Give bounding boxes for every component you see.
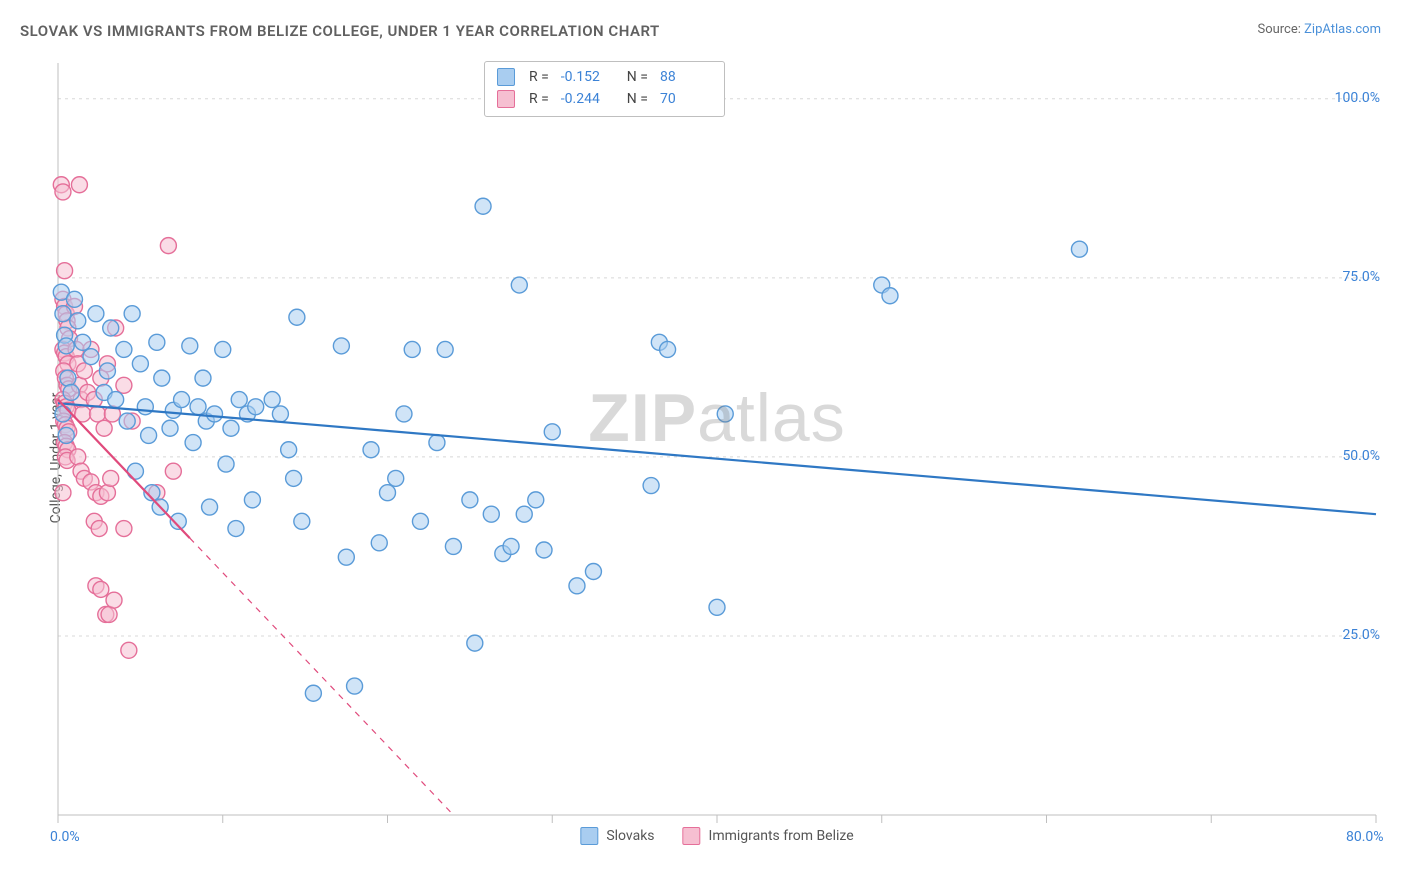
y-tick-label: 50.0% [1342,448,1380,464]
stat-n-label: N = [627,69,648,85]
stat-n-label: N = [627,91,648,107]
y-tick-label: 25.0% [1342,627,1380,643]
y-tick-label: 75.0% [1342,269,1380,285]
stats-legend-box: R = -0.152 N = 88 R = -0.244 N = 70 [484,61,725,117]
source-attribution: Source: ZipAtlas.com [1257,22,1381,37]
stats-row-belize: R = -0.244 N = 70 [497,88,712,110]
stat-r-label: R = [529,91,549,107]
source-prefix: Source: [1257,22,1304,37]
bottom-legend: Slovaks Immigrants from Belize [580,827,853,845]
legend-swatch-slovaks [580,827,598,845]
x-tick-label: 80.0% [1346,829,1384,845]
stat-n-value-slovaks: 88 [660,69,712,85]
stat-r-value-slovaks: -0.152 [561,69,613,85]
legend-label-slovaks: Slovaks [606,828,654,844]
y-tick-label: 100.0% [1335,90,1380,106]
x-tick-label: 0.0% [50,829,80,845]
swatch-slovaks [497,68,515,86]
chart-title: SLOVAK VS IMMIGRANTS FROM BELIZE COLLEGE… [20,22,660,40]
chart-area: College, Under 1 year ZIPatlas R = -0.15… [48,55,1386,845]
swatch-belize [497,90,515,108]
legend-swatch-belize [683,827,701,845]
stat-n-value-belize: 70 [660,91,712,107]
scatter-plot [48,55,1386,845]
stats-row-slovaks: R = -0.152 N = 88 [497,66,712,88]
legend-item-belize: Immigrants from Belize [683,827,854,845]
stat-r-label: R = [529,69,549,85]
stat-r-value-belize: -0.244 [561,91,613,107]
legend-label-belize: Immigrants from Belize [709,828,854,844]
legend-item-slovaks: Slovaks [580,827,654,845]
source-link[interactable]: ZipAtlas.com [1304,22,1381,37]
